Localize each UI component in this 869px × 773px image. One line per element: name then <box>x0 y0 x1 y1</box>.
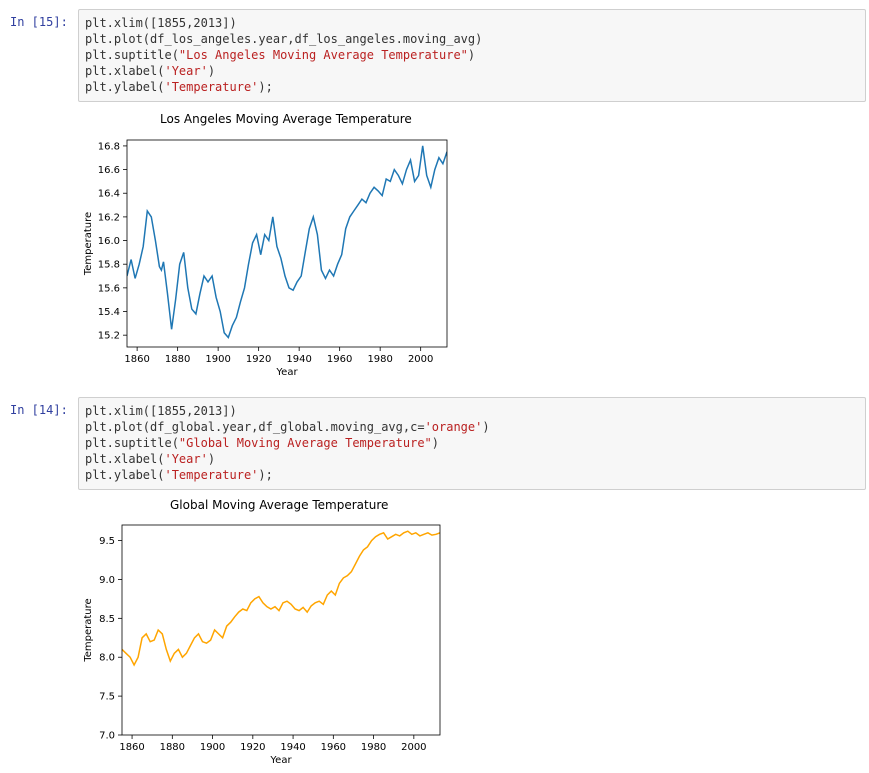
series-line <box>122 530 440 667</box>
code-token: ) <box>207 452 216 466</box>
code-string: 'Temperature' <box>164 468 259 482</box>
code-token: ) <box>431 436 440 450</box>
y-tick-label: 7.5 <box>99 692 115 703</box>
y-tick-label: 15.6 <box>98 283 120 294</box>
y-axis-label: Temperature <box>83 598 94 662</box>
x-tick-label: 1980 <box>361 742 386 753</box>
y-tick-label: 15.4 <box>98 307 120 318</box>
x-tick-label: 1940 <box>280 742 305 753</box>
code-line: plt.suptitle("Global Moving Average Temp… <box>85 435 859 451</box>
code-token: plt.plot(df_global.year,df_global.moving… <box>85 420 425 434</box>
x-tick-label: 1960 <box>321 742 346 753</box>
code-line: plt.suptitle("Los Angeles Moving Average… <box>85 47 859 63</box>
code-token: plt.xlim([1855,2013]) <box>85 404 237 418</box>
code-token: plt.ylabel( <box>85 80 165 94</box>
code-token: plt.xlabel( <box>85 452 165 466</box>
code-line: plt.xlim([1855,2013]) <box>85 403 859 419</box>
x-tick-label: 1960 <box>327 354 352 365</box>
code-line: plt.plot(df_global.year,df_global.moving… <box>85 419 859 435</box>
x-tick-label: 1860 <box>124 354 149 365</box>
code-string: "Los Angeles Moving Average Temperature" <box>178 48 468 62</box>
cell-prompt: In [14]: <box>10 403 68 417</box>
y-tick-label: 16.4 <box>98 189 120 200</box>
y-tick-label: 15.2 <box>98 331 120 342</box>
code-token: plt.ylabel( <box>85 468 165 482</box>
code-input[interactable]: plt.xlim([1855,2013]) plt.plot(df_global.… <box>78 397 866 490</box>
x-tick-label: 2000 <box>401 742 426 753</box>
code-line: plt.ylabel('Temperature'); <box>85 467 859 483</box>
x-tick-label: 1900 <box>205 354 230 365</box>
code-string: 'orange' <box>424 420 483 434</box>
code-line: plt.ylabel('Temperature'); <box>85 79 859 95</box>
x-axis-label: Year <box>275 367 298 378</box>
y-tick-label: 7.0 <box>99 731 115 742</box>
chart-title: Global Moving Average Temperature <box>170 498 389 512</box>
code-token: ); <box>258 468 273 482</box>
y-tick-label: 16.6 <box>98 165 120 176</box>
code-token: plt.plot(df_los_angeles.year,df_los_ange… <box>85 32 483 46</box>
y-tick-label: 8.0 <box>99 653 115 664</box>
x-tick-label: 1920 <box>240 742 265 753</box>
code-string: 'Year' <box>164 64 208 78</box>
los-angeles-chart: 1860 1880 1900 1920 1940 1960 1980 2000 15.2 15.4… <box>83 139 448 378</box>
x-tick-label: 2000 <box>408 354 433 365</box>
y-tick-label: 16.0 <box>98 236 120 247</box>
chart-title: Los Angeles Moving Average Temperature <box>160 112 412 126</box>
code-string: 'Temperature' <box>164 80 259 94</box>
plot-frame <box>121 524 441 736</box>
y-axis-label: Temperature <box>83 212 94 276</box>
global-chart: 1860 1880 1900 1920 1940 1960 1980 2000 7.0 7.5 8.… <box>83 524 441 766</box>
code-input[interactable]: plt.xlim([1855,2013]) plt.plot(df_los_ang… <box>78 9 866 102</box>
y-tick-label: 16.8 <box>98 141 120 152</box>
x-tick-label: 1880 <box>160 742 185 753</box>
cell-prompt: In [15]: <box>10 15 68 29</box>
code-token: ) <box>482 420 490 434</box>
code-string: 'Year' <box>164 452 208 466</box>
code-token: plt.suptitle( <box>85 436 179 450</box>
code-token: plt.suptitle( <box>85 48 179 62</box>
x-tick-label: 1940 <box>286 354 311 365</box>
x-tick-label: 1920 <box>246 354 271 365</box>
y-tick-label: 16.2 <box>98 212 120 223</box>
x-tick-label: 1980 <box>367 354 392 365</box>
code-token: plt.xlim([1855,2013]) <box>85 16 237 30</box>
code-token: ) <box>467 48 476 62</box>
y-tick-label: 15.8 <box>98 260 120 271</box>
x-tick-label: 1860 <box>119 742 144 753</box>
code-token: ) <box>207 64 216 78</box>
code-line: plt.xlim([1855,2013]) <box>85 15 859 31</box>
y-tick-label: 9.5 <box>99 536 115 547</box>
code-token: plt.xlabel( <box>85 64 165 78</box>
code-line: plt.plot(df_los_angeles.year,df_los_ange… <box>85 31 859 47</box>
series-line <box>127 145 447 339</box>
plot-frame <box>126 139 448 348</box>
code-line: plt.xlabel('Year') <box>85 451 859 467</box>
x-axis-label: Year <box>269 755 292 766</box>
y-tick-label: 8.5 <box>99 614 115 625</box>
code-line: plt.xlabel('Year') <box>85 63 859 79</box>
y-tick-label: 9.0 <box>99 575 115 586</box>
x-tick-label: 1880 <box>165 354 190 365</box>
x-tick-label: 1900 <box>200 742 225 753</box>
code-string: "Global Moving Average Temperature" <box>178 436 432 450</box>
code-token: ); <box>258 80 273 94</box>
